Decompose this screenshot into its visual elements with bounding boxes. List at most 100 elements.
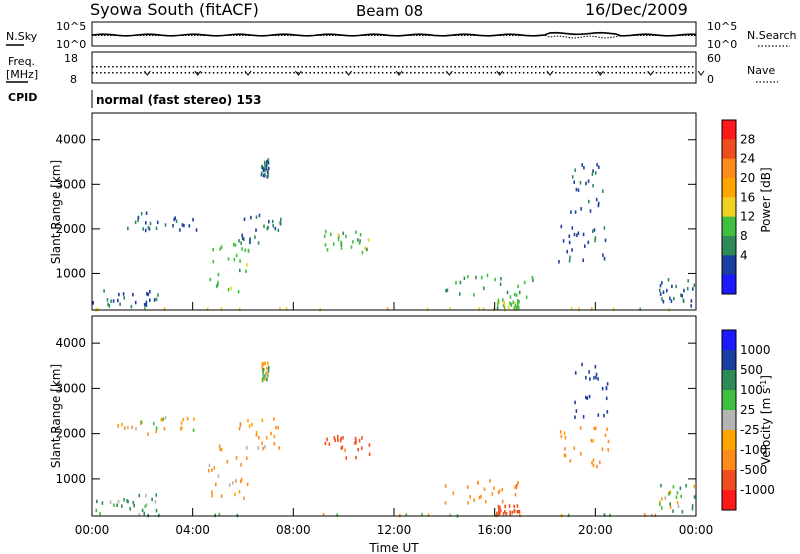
nave-point: [112, 66, 114, 68]
range-gate-cell: [597, 201, 600, 206]
range-gate-cell: [597, 203, 600, 208]
range-gate-cell: [232, 242, 235, 247]
range-gate-cell: [265, 166, 268, 171]
range-gate-cell: [265, 163, 268, 167]
range-gate-cell: [322, 513, 325, 517]
nave-point: [607, 66, 609, 68]
range-gate-cell: [693, 484, 695, 489]
power-panel-frame: [91, 112, 697, 311]
range-gate-cell: [267, 366, 270, 370]
range-gate-cell: [593, 426, 596, 431]
range-gate-cell: [601, 386, 604, 391]
range-gate-cell: [473, 498, 475, 502]
freq-point: [563, 72, 565, 74]
range-gate-cell: [501, 487, 504, 492]
range-gate-cell: [517, 510, 520, 514]
x-tick-label: 00:00: [679, 523, 714, 537]
freq-point: [124, 72, 126, 74]
freq-point: [273, 72, 275, 74]
freq-point: [285, 72, 287, 74]
nave-point: [551, 66, 553, 68]
range-gate-cell: [261, 171, 263, 175]
range-gate-cell: [240, 241, 242, 245]
range-gate-cell: [324, 441, 327, 446]
freq-point: [474, 72, 477, 74]
range-gate-cell: [273, 417, 275, 421]
nave-point: [394, 66, 396, 68]
range-gate-cell: [582, 232, 585, 237]
range-gate-cell: [489, 479, 491, 483]
range-gate-cell: [279, 307, 281, 311]
nave-point: [522, 66, 525, 68]
range-gate-cell: [594, 365, 597, 369]
range-gate-cell: [121, 504, 123, 508]
nave-point: [361, 66, 364, 68]
range-gate-cell: [427, 513, 430, 517]
range-gate-cell: [597, 413, 600, 417]
scan-marker: [647, 70, 655, 76]
range-gate-cell: [264, 361, 266, 365]
nave-point: [679, 66, 682, 68]
range-gate-cell: [267, 166, 270, 171]
nave-point: [200, 66, 203, 68]
nave-point: [474, 66, 477, 68]
freq-point: [361, 72, 364, 74]
range-gate-cell: [578, 307, 580, 312]
range-gate-cell: [145, 300, 148, 305]
nave-point: [418, 66, 420, 68]
range-gate-cell: [181, 223, 184, 227]
range-gate-cell: [337, 233, 339, 237]
range-gate-cell: [148, 227, 151, 231]
nave-point: [289, 66, 291, 68]
range-gate-cell: [219, 247, 221, 251]
freq-point: [430, 72, 432, 74]
range-gate-cell: [603, 513, 606, 517]
range-gate-cell: [677, 504, 680, 508]
noise-panel: N.Sky 10^5 10^0 10^5 10^0 N.Search: [6, 20, 797, 51]
range-gate-cell: [354, 436, 357, 441]
nave-point: [208, 66, 211, 68]
range-gate-cell: [261, 378, 264, 383]
range-gate-cell: [263, 224, 265, 228]
range-gate-cell: [117, 424, 119, 428]
range-gate-cell: [672, 509, 674, 513]
freq-point: [607, 72, 609, 74]
range-gate-cell: [508, 504, 511, 508]
range-gate-cell: [672, 485, 675, 489]
y-tick-label: 3000: [55, 177, 86, 191]
range-gate-cell: [216, 283, 219, 287]
range-gate-cell: [180, 421, 183, 425]
range-gate-cell: [96, 499, 98, 504]
range-gate-cell: [359, 233, 362, 237]
power-y-axis: 1000 2000 3000 4000: [55, 133, 696, 280]
colorbar-tick-label: 24: [740, 152, 755, 166]
range-gate-cell: [220, 245, 223, 249]
freq-point: [591, 72, 593, 74]
range-gate-cell: [337, 438, 339, 442]
freq-point: [679, 72, 682, 74]
freq-point: [341, 72, 344, 74]
range-gate-cell: [513, 306, 516, 310]
range-gate-cell: [141, 508, 144, 513]
range-gate-cell: [605, 386, 608, 390]
range-gate-cell: [498, 509, 500, 513]
range-gate-cell: [673, 296, 675, 301]
range-gate-cell: [246, 456, 248, 460]
range-gate-cell: [366, 247, 368, 252]
range-gate-cell: [449, 513, 451, 517]
freq-point: [458, 72, 460, 74]
freq-point: [156, 72, 158, 74]
range-gate-cell: [192, 428, 195, 432]
range-gate-cell: [358, 241, 361, 245]
freq-point: [289, 72, 291, 74]
range-gate-cell: [247, 248, 250, 253]
range-gate-cell: [604, 433, 607, 437]
freq-point: [357, 72, 360, 74]
range-gate-cell: [598, 165, 600, 169]
nave-point: [349, 66, 352, 68]
range-gate-cell: [131, 425, 133, 430]
range-gate-cell: [676, 500, 679, 505]
range-gate-cell: [679, 486, 682, 490]
range-gate-cell: [92, 301, 94, 305]
freq-point: [317, 72, 319, 74]
